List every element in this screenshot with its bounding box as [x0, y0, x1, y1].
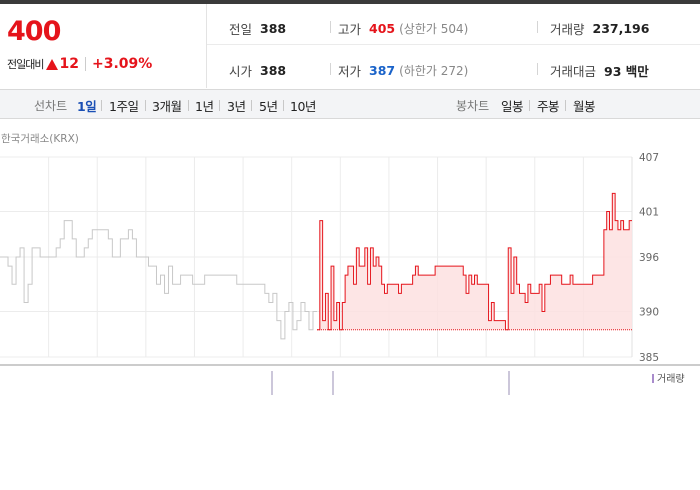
- stat-prev-close: 전일 388: [229, 19, 286, 38]
- stat-value: 388: [260, 21, 287, 36]
- stat-value: 93 백만: [604, 64, 649, 79]
- stat-sub: (하한가 272): [399, 64, 469, 78]
- current-session-line: [317, 192, 632, 331]
- stat-value: 237,196: [592, 21, 650, 36]
- stat-label: 거래대금: [550, 64, 597, 79]
- stat-low: 저가 387 (하한가 272): [338, 61, 468, 80]
- candle-chart-label: 봉차트: [456, 99, 490, 113]
- divider: [537, 63, 538, 75]
- stat-label: 거래량: [550, 22, 585, 37]
- period-3y[interactable]: 3년: [227, 99, 246, 114]
- top-strip: [0, 0, 700, 4]
- volume-legend-label: 거래량: [657, 373, 685, 385]
- period-1w[interactable]: 1주일: [109, 99, 139, 114]
- stat-value: 387: [369, 63, 396, 78]
- change-divider: [84, 57, 86, 71]
- period-10y[interactable]: 10년: [290, 99, 316, 114]
- divider: [101, 100, 102, 111]
- period-3m[interactable]: 3개월: [152, 99, 182, 114]
- change-percent: +3.09%: [91, 56, 153, 72]
- price-summary: 400 전일대비 12 +3.09%: [0, 4, 207, 88]
- stat-label: 전일: [229, 22, 253, 37]
- divider: [188, 100, 189, 111]
- period-weekly-candle[interactable]: 주봉: [537, 99, 560, 114]
- period-monthly-candle[interactable]: 월봉: [573, 99, 596, 114]
- stat-volume: 거래량 237,196: [550, 19, 649, 38]
- stat-label: 시가: [229, 64, 253, 79]
- previous-session-line: [0, 220, 317, 340]
- period-5y[interactable]: 5년: [259, 99, 278, 114]
- y-tick-label: 396: [639, 252, 659, 264]
- y-tick-label: 390: [639, 307, 659, 319]
- volume-markers: [271, 371, 510, 395]
- stat-open: 시가 388: [229, 61, 286, 80]
- stat-sub: (상한가 504): [399, 22, 469, 36]
- change-amount: 12: [59, 56, 79, 72]
- divider: [251, 100, 252, 111]
- stats-row-divider: [207, 44, 700, 45]
- divider: [565, 100, 566, 111]
- divider: [219, 100, 220, 111]
- stat-label: 고가: [338, 22, 362, 37]
- y-tick-label: 401: [639, 207, 659, 219]
- period-1y[interactable]: 1년: [195, 99, 214, 114]
- y-axis-ticks: 385 390 396 401 407: [639, 152, 659, 364]
- stat-value: 388: [260, 63, 287, 78]
- chart-toolbar: 선차트 1일 1주일 3개월 1년 3년 5년 10년 봉차트 일봉 주봉 월봉: [0, 89, 700, 119]
- current-price: 400: [7, 16, 61, 47]
- period-daily-candle[interactable]: 일봉: [501, 99, 524, 114]
- y-tick-label: 385: [639, 352, 659, 364]
- divider: [145, 100, 146, 111]
- stat-value: 405: [369, 21, 396, 36]
- divider: [529, 100, 530, 111]
- divider: [537, 21, 538, 33]
- stat-trade-value: 거래대금 93 백만: [550, 61, 649, 80]
- price-chart: 385 390 396 401 407 거래량: [0, 152, 700, 395]
- line-chart-label: 선차트: [34, 99, 68, 113]
- change-row: 전일대비 12 +3.09%: [7, 56, 152, 72]
- divider: [330, 63, 331, 75]
- volume-legend-swatch: [652, 374, 654, 383]
- stat-high: 고가 405 (상한가 504): [338, 19, 468, 38]
- market-label: 한국거래소(KRX): [1, 133, 79, 145]
- current-session-fill: [317, 193, 632, 330]
- stat-label: 저가: [338, 64, 362, 79]
- change-label: 전일대비: [7, 58, 44, 71]
- stats-panel: 전일 388 고가 405 (상한가 504) 거래량 237,196 시가 3…: [207, 4, 700, 88]
- divider: [283, 100, 284, 111]
- divider: [330, 21, 331, 33]
- period-1d[interactable]: 1일: [77, 99, 97, 114]
- up-triangle-icon: [46, 58, 59, 70]
- y-tick-label: 407: [639, 152, 659, 164]
